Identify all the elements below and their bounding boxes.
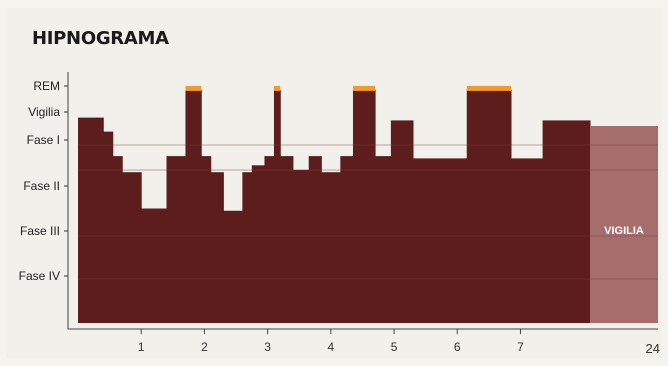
sleep-step-17 bbox=[321, 172, 341, 323]
sleep-step-3 bbox=[122, 172, 142, 323]
sleep-step-21 bbox=[390, 120, 414, 324]
rem-marker-23 bbox=[466, 85, 511, 91]
sleep-step-16 bbox=[308, 156, 322, 323]
y-label-4: Fase III bbox=[20, 224, 60, 238]
sleep-step-19 bbox=[352, 89, 376, 324]
x-tick-label-6: 6 bbox=[454, 340, 461, 354]
vigilia-band bbox=[590, 126, 658, 323]
x-tick-label-4: 4 bbox=[327, 340, 334, 354]
vigilia-label: VIGILIA bbox=[604, 225, 644, 237]
y-label-0: REM bbox=[33, 79, 60, 93]
x-tick-label-3: 3 bbox=[264, 340, 271, 354]
sleep-step-15 bbox=[292, 169, 310, 323]
sleep-step-25 bbox=[542, 120, 591, 324]
sleep-step-10 bbox=[242, 172, 253, 323]
sleep-step-9 bbox=[223, 210, 243, 323]
x-tick-label-2: 2 bbox=[201, 340, 208, 354]
sleep-step-22 bbox=[413, 158, 468, 323]
sleep-step-20 bbox=[375, 156, 392, 323]
y-label-1: Vigilia bbox=[28, 105, 60, 119]
rem-marker-19 bbox=[352, 85, 376, 91]
sleep-step-4 bbox=[141, 208, 167, 323]
sleep-step-1 bbox=[103, 131, 114, 323]
x-tick-label-7: 7 bbox=[517, 340, 524, 354]
sleep-step-11 bbox=[251, 165, 265, 323]
page-title: HIPNOGRAMA bbox=[32, 28, 169, 49]
y-label-3: Fase II bbox=[23, 179, 60, 193]
sleep-step-2 bbox=[112, 156, 123, 323]
sleep-step-13 bbox=[273, 89, 281, 324]
rem-marker-13 bbox=[273, 85, 281, 91]
page-number: 24 bbox=[645, 341, 660, 356]
x-tick-label-5: 5 bbox=[391, 340, 398, 354]
sleep-step-0 bbox=[78, 117, 104, 323]
sleep-step-18 bbox=[340, 156, 354, 323]
sleep-step-24 bbox=[510, 158, 544, 323]
y-label-2: Fase I bbox=[27, 133, 60, 147]
sleep-step-6 bbox=[185, 89, 202, 324]
sleep-step-8 bbox=[210, 172, 224, 323]
sleep-step-12 bbox=[264, 156, 275, 323]
sleep-step-5 bbox=[166, 156, 186, 323]
sleep-step-7 bbox=[201, 156, 212, 323]
sleep-step-23 bbox=[466, 89, 512, 324]
x-tick-label-1: 1 bbox=[138, 340, 145, 354]
sleep-step-14 bbox=[280, 156, 294, 323]
y-label-5: Fase IV bbox=[19, 269, 60, 283]
rem-marker-6 bbox=[185, 85, 202, 91]
